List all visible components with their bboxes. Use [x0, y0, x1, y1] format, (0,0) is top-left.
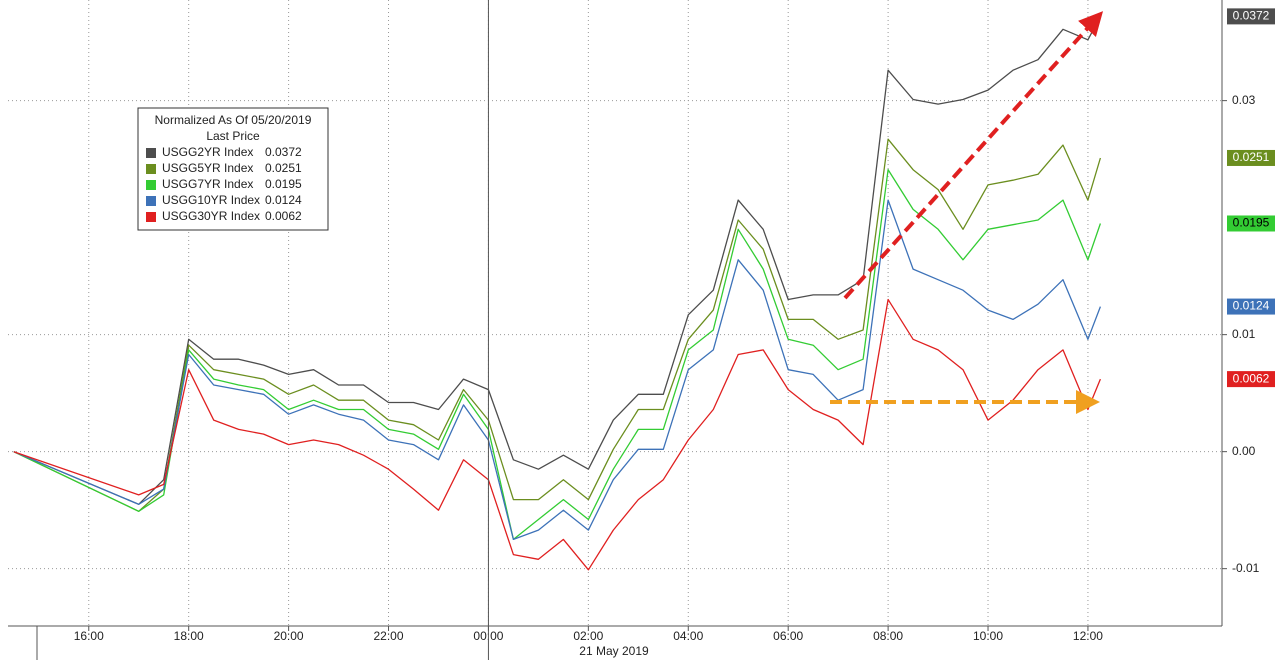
y-tick-label: -0.01: [1232, 561, 1260, 575]
legend-value: 0.0124: [265, 193, 302, 207]
series-line: [13, 138, 1102, 512]
x-tick-label: 22:00: [374, 629, 404, 643]
series-line: [13, 169, 1102, 541]
last-price-tag: [1227, 371, 1275, 388]
last-price-tag: [1227, 215, 1275, 232]
last-price-label: 0.0062: [1233, 371, 1270, 385]
legend-value: 0.0251: [265, 161, 302, 175]
legend-swatch: [146, 212, 156, 222]
y-tick-label: 0.01: [1232, 327, 1256, 341]
series-line: [13, 16, 1101, 505]
last-price-tag: [1227, 298, 1275, 315]
legend: Normalized As Of 05/20/2019 Last Price U…: [137, 107, 329, 231]
legend-title: Normalized As Of 05/20/2019: [155, 113, 312, 127]
x-tick-label: 04:00: [673, 629, 703, 643]
legend-value: 0.0062: [265, 209, 302, 223]
x-tick-label: 18:00: [174, 629, 204, 643]
series-line: [13, 298, 1102, 571]
y-tick-label: 0.03: [1232, 93, 1256, 107]
x-date-label: 21 May 2019: [579, 644, 649, 658]
x-tick-label: 20:00: [274, 629, 304, 643]
legend-subtitle: Last Price: [206, 129, 260, 143]
x-tick-label: 02:00: [573, 629, 603, 643]
legend-swatch: [146, 180, 156, 190]
legend-swatch: [146, 164, 156, 174]
x-tick-label: 12:00: [1073, 629, 1103, 643]
legend-label: USGG2YR Index: [162, 145, 253, 159]
x-tick-label: 16:00: [74, 629, 104, 643]
legend-label: USGG7YR Index: [162, 177, 253, 191]
legend-value: 0.0372: [265, 145, 302, 159]
last-price-label: 0.0372: [1233, 9, 1270, 23]
y-tick-label: 0.00: [1232, 444, 1256, 458]
last-price-label: 0.0251: [1233, 150, 1270, 164]
last-price-label: 0.0124: [1233, 299, 1270, 313]
legend-label: USGG5YR Index: [162, 161, 253, 175]
last-price-label: 0.0195: [1233, 216, 1270, 230]
x-tick-label: 08:00: [873, 629, 903, 643]
legend-box: [137, 107, 329, 231]
legend-label: USGG30YR Index: [162, 209, 260, 223]
legend-swatch: [146, 148, 156, 158]
trend-arrow: [843, 11, 1104, 300]
x-tick-label: 10:00: [973, 629, 1003, 643]
x-tick-label: 06:00: [773, 629, 803, 643]
legend-value: 0.0195: [265, 177, 302, 191]
last-price-tag: [1227, 8, 1275, 25]
legend-swatch: [146, 196, 156, 206]
legend-label: USGG10YR Index: [162, 193, 260, 207]
series-line: [13, 199, 1102, 541]
last-price-tag: [1227, 149, 1275, 166]
